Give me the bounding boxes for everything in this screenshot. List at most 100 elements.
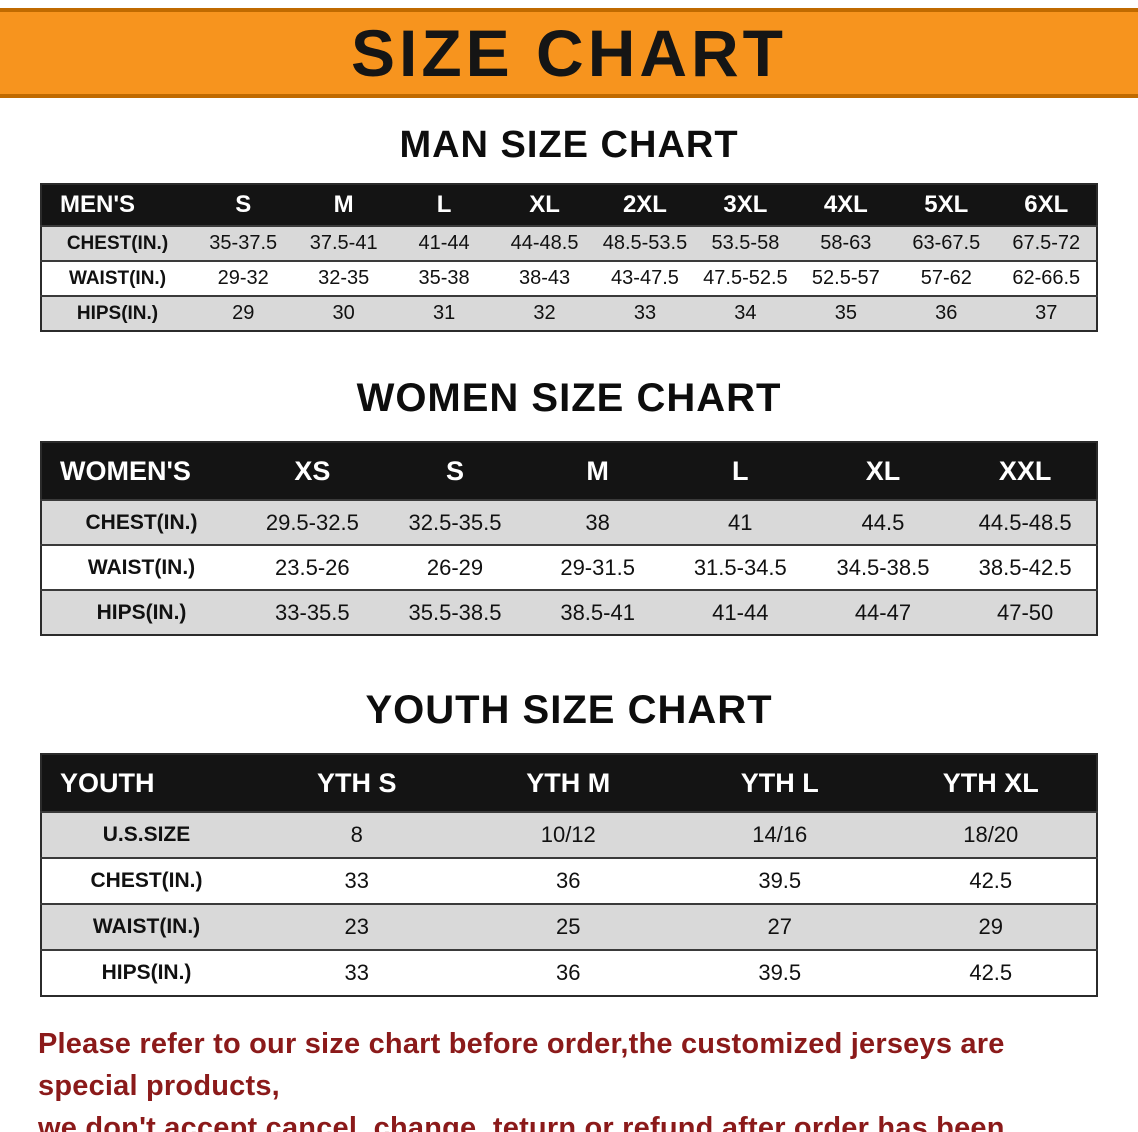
size-column-header: 2XL: [594, 184, 696, 226]
size-column-header: YTH S: [251, 754, 463, 812]
data-cell: 38-43: [494, 260, 595, 296]
data-cell: 39.5: [674, 949, 886, 996]
data-cell: 38.5-42.5: [954, 544, 1097, 590]
data-cell: 32.5-35.5: [383, 499, 527, 545]
data-cell: 38.5-41: [526, 589, 669, 635]
data-cell: 36: [896, 295, 997, 331]
data-cell: 32-35: [293, 260, 394, 296]
table-header-row: YOUTH YTH S YTH M YTH L YTH XL: [41, 754, 1097, 812]
data-cell: 67.5-72: [996, 225, 1097, 261]
data-cell: 37.5-41: [293, 225, 394, 261]
data-cell: 34: [695, 295, 796, 331]
banner: SIZE CHART: [0, 8, 1138, 98]
data-cell: 29-32: [193, 260, 294, 296]
data-cell: 44-48.5: [494, 225, 595, 261]
data-cell: 37: [996, 295, 1097, 331]
size-column-header: S: [383, 442, 527, 500]
data-cell: 41: [668, 499, 812, 545]
data-cell: 26-29: [383, 544, 527, 590]
row-label: WAIST(IN.): [41, 260, 193, 296]
data-cell: 29: [885, 903, 1097, 950]
youth-size-table: YOUTH YTH S YTH M YTH L YTH XL U.S.SIZE 8 10/12…: [40, 753, 1098, 997]
data-cell: 58-63: [795, 225, 897, 261]
table-row: U.S.SIZE 8 10/12 14/16 18/20: [41, 811, 1097, 858]
size-column-header: YTH L: [674, 754, 886, 812]
data-cell: 32: [494, 295, 595, 331]
table-header-row: MEN'S S M L XL 2XL 3XL 4XL 5XL 6XL: [41, 184, 1097, 226]
data-cell: 62-66.5: [996, 260, 1097, 296]
row-label: CHEST(IN.): [41, 857, 251, 904]
data-cell: 23: [251, 903, 463, 950]
data-cell: 29-31.5: [526, 544, 669, 590]
disclaimer-line-1: Please refer to our size chart before or…: [38, 1028, 1005, 1103]
row-label: CHEST(IN.): [41, 225, 193, 261]
table-row: HIPS(IN.) 33 36 39.5 42.5: [41, 949, 1097, 996]
data-cell: 41-44: [668, 589, 812, 635]
row-label: HIPS(IN.): [41, 949, 251, 996]
size-column-header: M: [293, 184, 394, 226]
disclaimer-text: Please refer to our size chart before or…: [38, 1023, 1100, 1132]
data-cell: 33-35.5: [241, 589, 384, 635]
table-row: CHEST(IN.) 29.5-32.5 32.5-35.5 38 41 44.5 44.5…: [41, 499, 1097, 545]
page-title: SIZE CHART: [351, 16, 787, 90]
data-cell: 35.5-38.5: [383, 589, 527, 635]
data-cell: 10/12: [462, 811, 674, 858]
data-cell: 33: [251, 857, 463, 904]
data-cell: 41-44: [393, 225, 495, 261]
data-cell: 36: [462, 949, 674, 996]
data-cell: 25: [462, 903, 674, 950]
data-cell: 44-47: [811, 589, 955, 635]
data-cell: 29: [193, 295, 294, 331]
data-cell: 33: [594, 295, 696, 331]
size-column-header: 6XL: [996, 184, 1097, 226]
data-cell: 34.5-38.5: [811, 544, 955, 590]
data-cell: 47-50: [954, 589, 1097, 635]
size-column-header: 5XL: [896, 184, 997, 226]
row-label: U.S.SIZE: [41, 811, 251, 858]
data-cell: 44.5: [811, 499, 955, 545]
table-row: CHEST(IN.) 33 36 39.5 42.5: [41, 857, 1097, 904]
data-cell: 39.5: [674, 857, 886, 904]
data-cell: 8: [251, 811, 463, 858]
data-cell: 36: [462, 857, 674, 904]
data-cell: 42.5: [885, 857, 1097, 904]
size-column-header: L: [393, 184, 495, 226]
table-corner-label: MEN'S: [41, 184, 193, 226]
data-cell: 43-47.5: [594, 260, 696, 296]
table-row: WAIST(IN.) 23.5-26 26-29 29-31.5 31.5-34.5 34…: [41, 544, 1097, 590]
data-cell: 18/20: [885, 811, 1097, 858]
table-corner-label: YOUTH: [41, 754, 251, 812]
men-section-title: MAN SIZE CHART: [399, 124, 739, 166]
disclaimer-line-2: we don't accept cancel, change, teturn o…: [38, 1112, 1005, 1132]
table-row: WAIST(IN.) 29-32 32-35 35-38 38-43 43-47.5 47.…: [41, 260, 1097, 296]
size-column-header: XXL: [954, 442, 1097, 500]
data-cell: 52.5-57: [795, 260, 897, 296]
data-cell: 38: [526, 499, 669, 545]
data-cell: 63-67.5: [896, 225, 997, 261]
data-cell: 31: [393, 295, 495, 331]
data-cell: 23.5-26: [241, 544, 384, 590]
row-label: HIPS(IN.): [41, 295, 193, 331]
row-label: CHEST(IN.): [41, 499, 241, 545]
data-cell: 29.5-32.5: [241, 499, 384, 545]
women-size-table: WOMEN'S XS S M L XL XXL CHEST(IN.) 29.5-32.5 32.5…: [40, 441, 1098, 636]
row-label: WAIST(IN.): [41, 903, 251, 950]
size-column-header: L: [668, 442, 812, 500]
row-label: HIPS(IN.): [41, 589, 241, 635]
table-row: HIPS(IN.) 29 30 31 32 33 34 35 36 37: [41, 295, 1097, 331]
size-column-header: S: [193, 184, 294, 226]
table-header-row: WOMEN'S XS S M L XL XXL: [41, 442, 1097, 500]
table-row: HIPS(IN.) 33-35.5 35.5-38.5 38.5-41 41-44 44-…: [41, 589, 1097, 635]
size-column-header: XL: [494, 184, 595, 226]
data-cell: 48.5-53.5: [594, 225, 696, 261]
data-cell: 57-62: [896, 260, 997, 296]
men-size-table: MEN'S S M L XL 2XL 3XL 4XL 5XL 6XL CHEST(IN.) 35-37…: [40, 183, 1098, 332]
size-column-header: XS: [241, 442, 384, 500]
table-corner-label: WOMEN'S: [41, 442, 241, 500]
data-cell: 42.5: [885, 949, 1097, 996]
table-row: WAIST(IN.) 23 25 27 29: [41, 903, 1097, 950]
size-column-header: YTH M: [462, 754, 674, 812]
data-cell: 44.5-48.5: [954, 499, 1097, 545]
data-cell: 53.5-58: [695, 225, 796, 261]
